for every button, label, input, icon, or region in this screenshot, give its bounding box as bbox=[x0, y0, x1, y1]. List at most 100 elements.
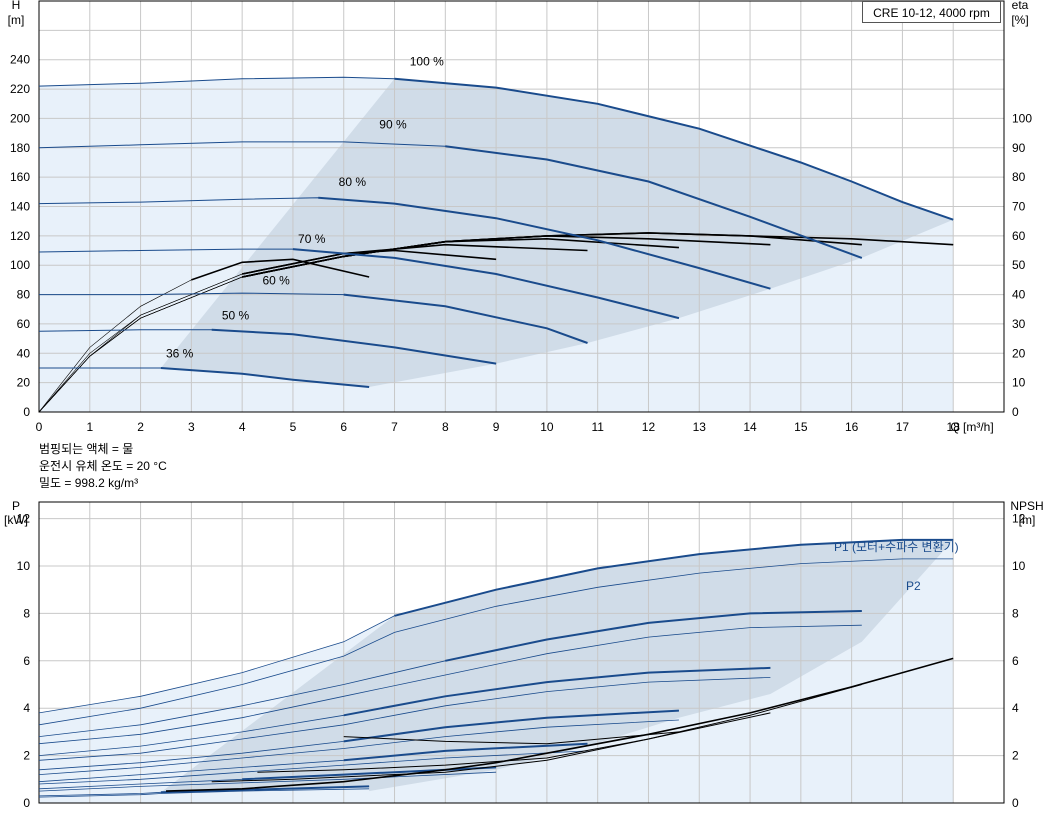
eta-ytick-label: 0 bbox=[1012, 405, 1019, 419]
eta-ytick-label: 100 bbox=[1012, 111, 1032, 125]
power-axis-unit: [kW] bbox=[4, 513, 28, 527]
eta-ytick-label: 20 bbox=[1012, 346, 1026, 360]
power-ytick-label: 10 bbox=[17, 559, 31, 573]
eta-axis-label: eta bbox=[1012, 0, 1029, 12]
p2-curve bbox=[38, 624, 862, 745]
head-axis-unit: [m] bbox=[8, 13, 25, 27]
flow-xtick-label: 15 bbox=[794, 420, 808, 434]
head-ytick-label: 240 bbox=[10, 53, 30, 67]
head-ytick-label: 80 bbox=[17, 288, 31, 302]
head-ytick-label: 180 bbox=[10, 141, 30, 155]
p1-curve bbox=[343, 666, 771, 717]
p2-curve bbox=[38, 750, 588, 785]
flow-xtick-label: 17 bbox=[896, 420, 910, 434]
head-curve bbox=[318, 196, 771, 290]
flow-xtick-label: 13 bbox=[693, 420, 707, 434]
flow-xtick-label: 7 bbox=[391, 420, 398, 434]
head-ytick-label: 100 bbox=[10, 258, 30, 272]
npsh-curve bbox=[343, 731, 679, 745]
head-curve bbox=[343, 293, 588, 344]
npsh-curve bbox=[211, 684, 862, 783]
flow-xtick-label: 16 bbox=[845, 420, 859, 434]
p2-curve bbox=[38, 788, 370, 798]
speed-percent-label: 50 % bbox=[222, 309, 250, 323]
speed-percent-label: 100 % bbox=[410, 55, 444, 69]
speed-percent-label: 80 % bbox=[339, 175, 367, 189]
head-curve bbox=[445, 145, 863, 259]
npsh-ytick-label: 6 bbox=[1012, 654, 1019, 668]
head-curve bbox=[292, 248, 680, 320]
p1-curve bbox=[343, 709, 679, 743]
npsh-ytick-label: 10 bbox=[1012, 559, 1026, 573]
eta-ytick-label: 40 bbox=[1012, 288, 1026, 302]
flow-xtick-label: 14 bbox=[743, 420, 757, 434]
npsh-ytick-label: 2 bbox=[1012, 749, 1019, 763]
power-ytick-label: 8 bbox=[23, 606, 30, 620]
power-ytick-label: 6 bbox=[23, 654, 30, 668]
head-ytick-label: 60 bbox=[17, 317, 31, 331]
head-curve bbox=[394, 77, 954, 221]
speed-percent-label: 70 % bbox=[298, 232, 326, 246]
power-frame bbox=[38, 501, 1005, 804]
flow-xtick-label: 3 bbox=[188, 420, 195, 434]
power-ytick-label: 4 bbox=[23, 701, 30, 715]
head-ytick-label: 220 bbox=[10, 82, 30, 96]
head-envelope bbox=[160, 78, 954, 388]
flow-xtick-label: 8 bbox=[442, 420, 449, 434]
p1-curve bbox=[394, 538, 954, 617]
npsh-axis-unit: [m] bbox=[1019, 513, 1036, 527]
eta-ytick-label: 50 bbox=[1012, 258, 1026, 272]
eta-curve bbox=[242, 249, 497, 275]
head-ytick-label: 0 bbox=[23, 405, 30, 419]
npsh-ytick-label: 4 bbox=[1012, 701, 1019, 715]
flow-xtick-label: 12 bbox=[642, 420, 656, 434]
npsh-ytick-label: 12 bbox=[1012, 512, 1026, 526]
eta-ytick-label: 10 bbox=[1012, 376, 1026, 390]
flow-xtick-label: 2 bbox=[137, 420, 144, 434]
flow-xtick-label: 10 bbox=[540, 420, 554, 434]
head-curve bbox=[211, 328, 497, 365]
note-liquid: 범핑되는 액체 = 물 bbox=[39, 442, 134, 456]
npsh-curve bbox=[257, 712, 771, 773]
eta-ytick-label: 70 bbox=[1012, 200, 1026, 214]
flow-xtick-label: 11 bbox=[591, 420, 604, 434]
power-axis-label: P bbox=[12, 499, 20, 513]
head-frame bbox=[38, 0, 1005, 413]
eta-ytick-label: 60 bbox=[1012, 229, 1026, 243]
npsh-axis-label: NPSH bbox=[1010, 499, 1043, 513]
npsh-curve bbox=[165, 657, 954, 792]
head-ytick-label: 40 bbox=[17, 346, 31, 360]
eta-ytick-label: 80 bbox=[1012, 170, 1026, 184]
p2-curve bbox=[38, 771, 497, 792]
eta-ytick-label: 90 bbox=[1012, 141, 1026, 155]
model-label: CRE 10-12, 4000 rpm bbox=[862, 1, 1001, 23]
head-ytick-label: 160 bbox=[10, 170, 30, 184]
head-ytick-label: 120 bbox=[10, 229, 30, 243]
flow-xtick-label: 9 bbox=[493, 420, 500, 434]
p2-curve bbox=[38, 677, 771, 761]
flow-xtick-label: 1 bbox=[86, 420, 93, 434]
p1-curve bbox=[445, 610, 862, 662]
head-axis-label: H bbox=[12, 0, 21, 12]
p1-series-label: P1 (모터+수파수 변환기) bbox=[834, 540, 959, 554]
p2-series-label: P2 bbox=[906, 579, 921, 593]
flow-xtick-label: 18 bbox=[947, 420, 961, 434]
flow-xtick-label: 5 bbox=[290, 420, 297, 434]
head-ytick-label: 20 bbox=[17, 376, 31, 390]
power-ytick-label: 2 bbox=[23, 749, 30, 763]
speed-percent-label: 36 % bbox=[166, 347, 194, 361]
speed-percent-label: 60 % bbox=[262, 273, 290, 287]
eta-ytick-label: 30 bbox=[1012, 317, 1026, 331]
note-temperature: 운전시 유체 온도 = 20 °C bbox=[39, 459, 167, 473]
power-ytick-label: 12 bbox=[17, 512, 31, 526]
flow-xtick-label: 4 bbox=[239, 420, 246, 434]
p2-curve bbox=[38, 719, 679, 775]
eta-axis-unit: [%] bbox=[1011, 13, 1028, 27]
head-ytick-label: 140 bbox=[10, 200, 30, 214]
flow-xtick-label: 6 bbox=[340, 420, 347, 434]
power-ytick-label: 0 bbox=[23, 796, 30, 810]
p1-curve bbox=[343, 742, 588, 762]
npsh-ytick-label: 0 bbox=[1012, 796, 1019, 810]
flow-axis-label: Q [m³/h] bbox=[950, 420, 993, 434]
